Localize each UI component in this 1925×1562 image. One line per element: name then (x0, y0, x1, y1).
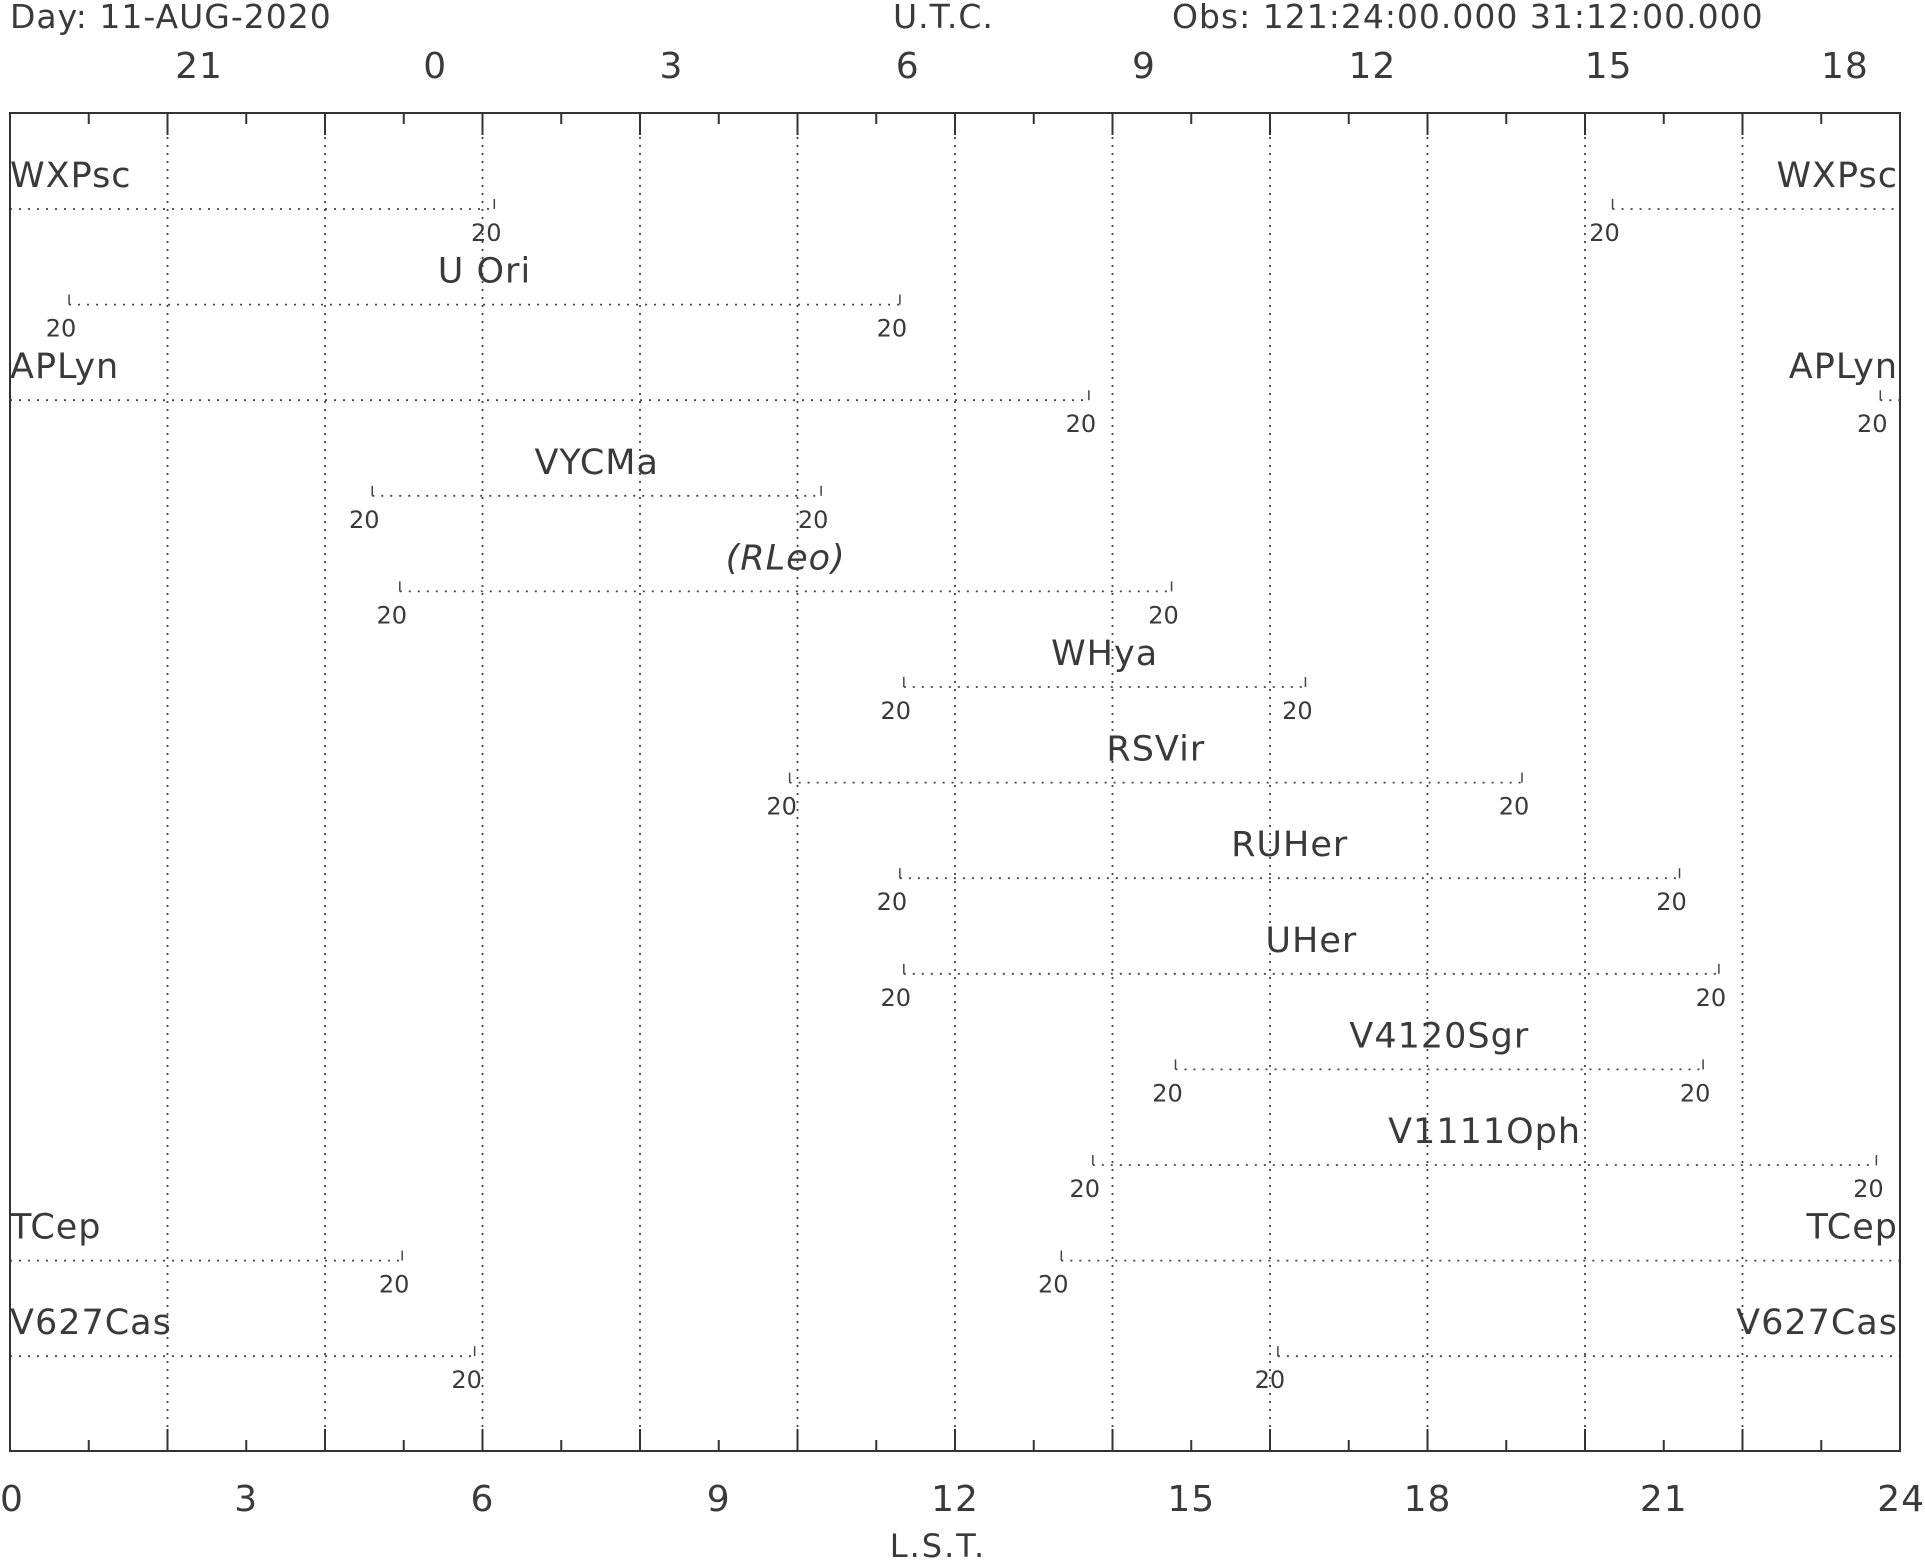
grid-lines (166, 113, 1744, 1451)
elevation-label: 20 (1070, 1175, 1101, 1203)
elevation-label: 20 (1696, 984, 1727, 1012)
lst-tick-label: 3 (234, 1479, 258, 1520)
utc-tick-label: 0 (423, 46, 447, 87)
elevation-label: 20 (877, 888, 908, 916)
header-day: Day: 11-AUG-2020 (10, 0, 332, 36)
elevation-label: 20 (1255, 1366, 1286, 1394)
lst-tick-label: 0 (0, 1479, 24, 1520)
star-label: V1111Oph (1388, 1112, 1581, 1152)
star-label: APLyn (10, 347, 119, 387)
elevation-label: 20 (798, 506, 829, 534)
star-label: TCep (9, 1208, 102, 1248)
star-label: WXPsc (10, 156, 132, 196)
elevation-label: 20 (1148, 601, 1179, 629)
star-label: V627Cas (1736, 1303, 1898, 1343)
utc-tick-label: 18 (1821, 46, 1869, 87)
elevation-label: 20 (1152, 1079, 1183, 1107)
star-label: V627Cas (10, 1303, 172, 1343)
star-label: APLyn (1789, 347, 1898, 387)
star-label: V4120Sgr (1349, 1016, 1529, 1056)
lst-tick-label: 12 (931, 1479, 979, 1520)
utc-tick-label: 9 (1132, 46, 1156, 87)
utc-tick-label: 6 (896, 46, 920, 87)
elevation-label: 20 (471, 219, 502, 247)
lst-tick-label: 6 (471, 1479, 495, 1520)
utc-tick-label: 21 (175, 46, 223, 87)
star-label: VYCMa (534, 443, 659, 483)
elevation-label: 20 (1857, 410, 1888, 438)
header-utc: U.T.C. (893, 0, 994, 36)
utc-tick-label: 15 (1585, 46, 1633, 87)
lst-tick-label: 15 (1167, 1479, 1215, 1520)
elevation-label: 20 (766, 793, 797, 821)
star-label: RUHer (1231, 825, 1348, 865)
star-label: TCep (1805, 1208, 1898, 1248)
elevation-label: 20 (451, 1366, 482, 1394)
lst-axis: 0 3 6 9 12 15 18 21 24 (0, 1479, 1925, 1520)
elevation-label: 20 (1589, 219, 1620, 247)
utc-axis: 21 0 3 6 9 12 15 18 (175, 46, 1869, 87)
elevation-label: 20 (46, 315, 77, 343)
lst-tick-label: 18 (1404, 1479, 1452, 1520)
elevation-label: 20 (881, 984, 912, 1012)
star-label: (RLeo) (726, 538, 846, 578)
star-label: U Ori (438, 252, 531, 292)
star-label: WHya (1051, 634, 1158, 674)
elevation-label: 20 (379, 1271, 410, 1299)
elevation-label: 20 (1853, 1175, 1884, 1203)
utc-tick-label: 12 (1348, 46, 1396, 87)
elevation-label: 20 (1680, 1079, 1711, 1107)
star-label: UHer (1265, 921, 1357, 961)
elevation-label: 20 (1066, 410, 1097, 438)
lst-tick-label: 21 (1640, 1479, 1688, 1520)
axis-ticks (9, 113, 1901, 1451)
elevation-label: 20 (349, 506, 380, 534)
elevation-label: 20 (877, 315, 908, 343)
header-observatory: Obs: 121:24:00.000 31:12:00.000 (1172, 0, 1764, 36)
elevation-label: 20 (1499, 793, 1530, 821)
lst-tick-label: 24 (1877, 1479, 1925, 1520)
x-axis-title: L.S.T. (890, 1527, 986, 1562)
elevation-label: 20 (377, 601, 408, 629)
star-label: RSVir (1106, 730, 1205, 770)
elevation-label: 20 (1038, 1271, 1069, 1299)
utc-tick-label: 3 (660, 46, 684, 87)
elevation-label: 20 (1282, 697, 1313, 725)
star-label: WXPsc (1776, 156, 1898, 196)
lst-tick-label: 9 (707, 1479, 731, 1520)
visibility-tracks: 20 20 WXPsc WXPsc 20 20 U Ori 20 20 APLyn APLyn 20 2… (9, 156, 1900, 1394)
elevation-label: 20 (881, 697, 912, 725)
elevation-label: 20 (1656, 888, 1687, 916)
